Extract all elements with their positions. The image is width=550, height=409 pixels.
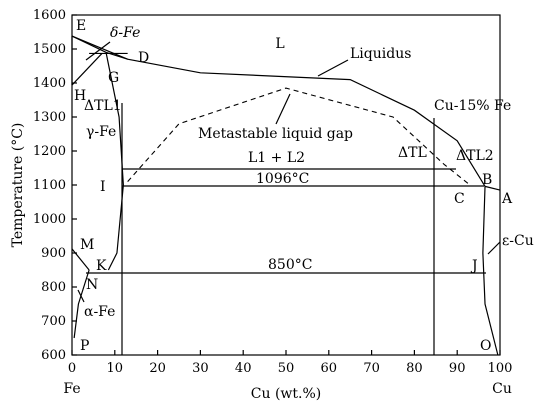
y-tick-label: 1300 bbox=[33, 110, 66, 125]
x-tick-label: 60 bbox=[321, 361, 338, 376]
x-tick-label: 80 bbox=[406, 361, 423, 376]
liquid-region-label: L bbox=[275, 36, 284, 52]
y-tick-labels: 600 700 800 900 1000 1100 1200 1300 1400 1500 1600 bbox=[33, 8, 66, 363]
axis-ticks bbox=[71, 14, 501, 356]
y-axis-title: Temperature (°C) bbox=[10, 123, 26, 248]
point-m-label: M bbox=[80, 237, 94, 253]
phase-boundaries bbox=[71, 35, 501, 356]
gamma-upper-curve bbox=[71, 35, 128, 60]
point-k-label: K bbox=[96, 258, 107, 274]
y-tick-label: 600 bbox=[41, 348, 66, 363]
y-tick-label: 1200 bbox=[33, 144, 66, 159]
gamma-fe-label: γ-Fe bbox=[86, 124, 116, 140]
point-a-label: A bbox=[501, 191, 513, 207]
x-tick-label: 10 bbox=[107, 361, 124, 376]
delta-fe-callout-line bbox=[85, 41, 111, 61]
dt-l1-label: ΔTL1 bbox=[84, 98, 122, 114]
epsilon-cu-label: ε-Cu bbox=[502, 233, 534, 249]
alpha-fe-callout-line bbox=[77, 289, 85, 303]
delta-fe-lower-curve bbox=[71, 53, 103, 86]
liquidus-callout-line bbox=[317, 59, 349, 77]
dt-l2-label: ΔTL2 bbox=[456, 148, 494, 164]
epsilon-cu-callout-line bbox=[487, 241, 501, 255]
gap-curve bbox=[127, 87, 471, 186]
isotherm-1096-label: 1096°C bbox=[256, 171, 309, 187]
x-tick-label: 30 bbox=[192, 361, 209, 376]
x-tick-label: 0 bbox=[68, 361, 76, 376]
callout-arrows bbox=[77, 41, 501, 303]
y-tick-label: 1400 bbox=[33, 76, 66, 91]
x-axis-title: Cu (wt.%) bbox=[251, 386, 321, 402]
alpha-fe-label: α-Fe bbox=[84, 304, 115, 320]
epsilon-solvus-curve bbox=[482, 186, 499, 356]
gamma-solidus-curve bbox=[105, 53, 124, 271]
isotherm-850-label: 850°C bbox=[268, 257, 312, 273]
point-h-label: H bbox=[74, 88, 86, 104]
composition-label: Cu-15% Fe bbox=[434, 98, 511, 114]
y-tick-label: 700 bbox=[41, 314, 66, 329]
point-b-label: B bbox=[482, 172, 492, 188]
epsilon-solidus-curve bbox=[484, 185, 501, 191]
point-e-label: E bbox=[76, 18, 86, 34]
y-tick-label: 900 bbox=[41, 246, 66, 261]
point-j-label: J bbox=[470, 258, 478, 274]
point-g-label: G bbox=[108, 70, 119, 86]
x-left-end-label: Fe bbox=[63, 381, 80, 397]
y-tick-label: 1500 bbox=[33, 42, 66, 57]
x-tick-label: 100 bbox=[488, 361, 513, 376]
x-tick-label: 20 bbox=[149, 361, 166, 376]
liquidus-label: Liquidus bbox=[350, 46, 411, 62]
y-tick-label: 1100 bbox=[33, 178, 66, 193]
x-tick-label: 90 bbox=[449, 361, 466, 376]
x-tick-label: 50 bbox=[278, 361, 295, 376]
alpha-solvus-curve bbox=[73, 269, 90, 339]
x-tick-label: 40 bbox=[235, 361, 252, 376]
point-n-label: N bbox=[86, 277, 98, 293]
point-d-label: D bbox=[138, 50, 149, 66]
y-tick-label: 1600 bbox=[33, 8, 66, 23]
point-c-label: C bbox=[454, 191, 465, 207]
point-i-label: I bbox=[100, 179, 106, 195]
point-o-label: O bbox=[480, 338, 491, 354]
two-liquids-label: L1 + L2 bbox=[248, 150, 305, 166]
y-tick-label: 800 bbox=[41, 280, 66, 295]
point-p-label: P bbox=[80, 338, 89, 354]
y-tick-label: 1000 bbox=[33, 212, 66, 227]
gap-callout-line bbox=[275, 93, 291, 125]
gamma-solvus-left-curve bbox=[71, 248, 90, 271]
x-right-end-label: Cu bbox=[492, 381, 512, 397]
dt-l-label: ΔTL bbox=[398, 145, 427, 161]
x-tick-labels: 0 10 20 30 40 50 60 70 80 90 100 bbox=[68, 361, 513, 376]
x-tick-label: 70 bbox=[363, 361, 380, 376]
delta-fe-label: δ-Fe bbox=[110, 25, 140, 41]
metastable-gap-label: Metastable liquid gap bbox=[198, 126, 353, 142]
